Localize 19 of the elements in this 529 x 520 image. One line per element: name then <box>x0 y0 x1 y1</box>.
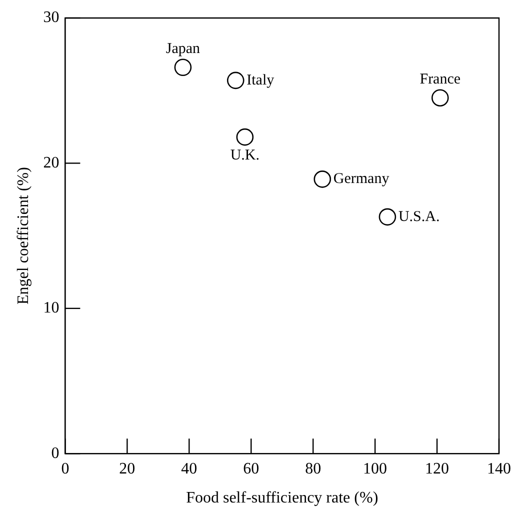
series-label: U.S.A. <box>398 208 440 225</box>
y-axis-title: Engel coefficient (%) <box>14 167 32 305</box>
x-tick-label: 60 <box>243 460 260 478</box>
x-tick-label: 120 <box>425 460 450 478</box>
x-tick-label: 80 <box>305 460 322 478</box>
y-tick-label: 30 <box>43 9 60 26</box>
y-tick-label: 20 <box>43 154 60 172</box>
series-label: Japan <box>166 40 201 57</box>
series-label: France <box>420 71 461 88</box>
x-tick-label: 140 <box>487 460 511 478</box>
series-label: Italy <box>246 72 275 88</box>
series-label: U.K. <box>230 148 260 164</box>
x-tick-label: 20 <box>119 460 136 478</box>
x-axis-title: Food self-sufficiency rate (%) <box>186 490 378 507</box>
x-tick-label: 40 <box>181 460 198 478</box>
series-label: Germany <box>333 171 390 188</box>
y-tick-label: 10 <box>43 300 60 317</box>
y-tick-label: 0 <box>51 444 60 462</box>
x-tick-label: 100 <box>363 460 388 478</box>
